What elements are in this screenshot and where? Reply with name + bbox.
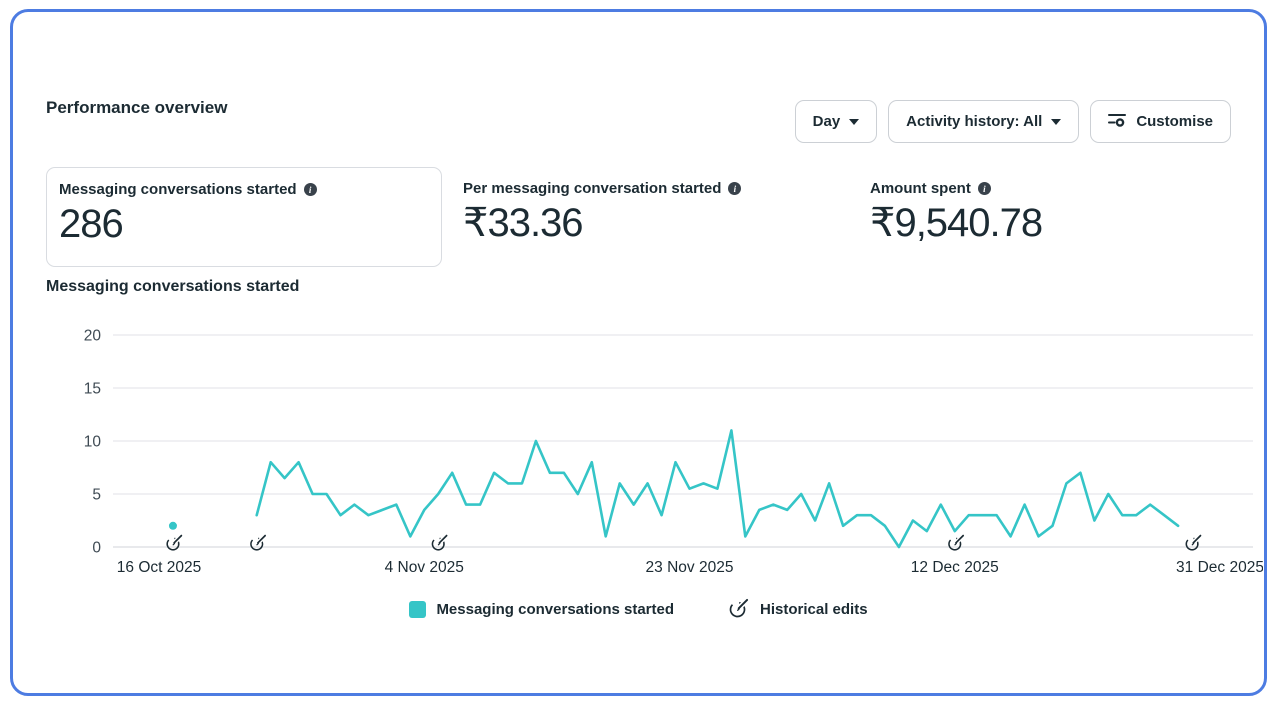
y-tick-label: 0 [92,540,101,557]
historical-edit-marker [1185,532,1204,551]
info-icon[interactable]: i [728,182,742,195]
metric-amount-spent[interactable]: Amount spent i ₹9,540.78 [870,180,1043,245]
isolated-data-point [168,521,177,530]
metric-label: Per messaging conversation started [463,180,722,197]
historical-edit-marker [431,532,450,551]
legend-edits-label: Historical edits [760,600,868,618]
customise-button[interactable]: Customise [1090,100,1231,143]
day-dropdown[interactable]: Day [794,100,878,143]
series-color-swatch [409,600,427,618]
y-tick-label: 10 [84,434,102,451]
x-tick-label: 31 Dec 2025 [1176,559,1263,576]
customise-label: Customise [1136,113,1213,130]
y-tick-label: 15 [84,381,101,398]
messaging-conversations-chart: 0 5 10 15 20 16 Oct 2025 4 Nov 2025 23 Nov 2025… [43,315,1264,587]
x-tick-label: 12 Dec 2025 [911,559,999,576]
legend-item-series[interactable]: Messaging conversations started [409,600,675,618]
x-tick-label: 4 Nov 2025 [385,559,464,576]
metric-value: ₹9,540.78 [870,201,1043,245]
chevron-down-icon [1051,119,1062,125]
chart-svg: 0 5 10 15 20 16 Oct 2025 4 Nov 2025 23 Nov 2025… [84,328,1264,577]
day-dropdown-label: Day [812,113,841,130]
series-line [255,429,1180,549]
info-icon[interactable]: i [977,182,991,195]
x-tick-label: 16 Oct 2025 [117,559,201,576]
info-icon[interactable]: i [303,183,317,196]
legend-series-label: Messaging conversations started [436,600,675,618]
metric-label: Amount spent [870,180,971,197]
historical-edit-marker [729,598,751,618]
y-tick-label: 20 [84,328,102,345]
page-title: Performance overview [46,98,228,117]
historical-edit-marker [250,532,268,551]
historical-edit-marker [948,532,966,551]
historical-edit-marker [166,532,185,551]
metric-value: 286 [59,202,124,246]
metric-card-messaging-conversations-started[interactable]: Messaging conversations started i 286 [46,167,442,267]
x-tick-label: 23 Nov 2025 [646,559,734,576]
chevron-down-icon [849,119,860,125]
legend-item-historical-edits[interactable]: Historical edits [728,598,868,620]
chart-title: Messaging conversations started [46,278,300,295]
metric-label: Messaging conversations started [59,181,297,198]
customise-columns-icon [1108,112,1127,131]
highlight-border: Performance overview Day Activity histor… [10,9,1267,696]
activity-history-dropdown[interactable]: Activity history: All [888,100,1080,143]
y-tick-label: 5 [92,487,101,504]
chart-legend: Messaging conversations started Historic… [13,598,1264,620]
metric-per-messaging-conversation-started[interactable]: Per messaging conversation started i ₹33… [463,180,742,245]
historical-edit-icon [728,598,751,620]
activity-history-label: Activity history: All [906,113,1043,130]
metric-value: ₹33.36 [463,201,584,245]
toolbar: Day Activity history: All Customise [794,100,1231,143]
